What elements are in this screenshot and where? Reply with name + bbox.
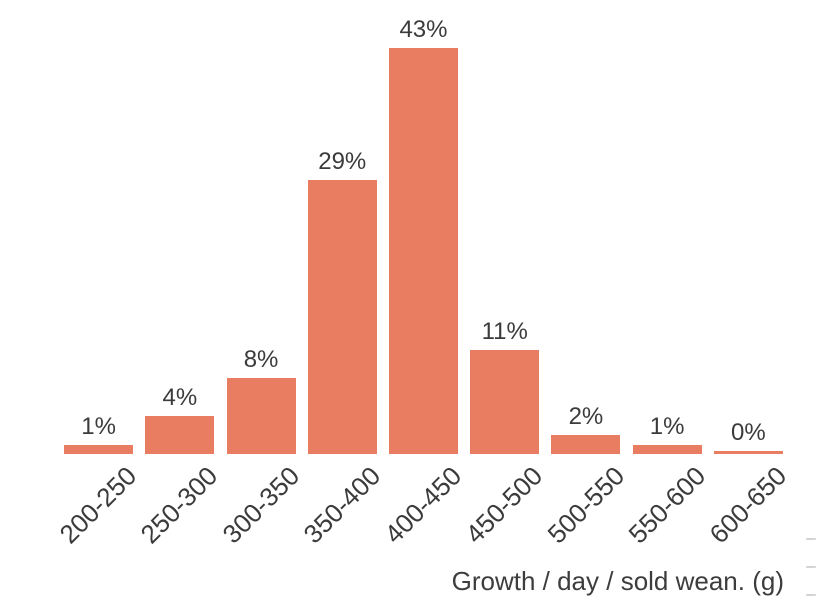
x-tick: 250-300 [134,454,224,562]
bar-slot: 29% [302,0,383,454]
x-tick: 300-350 [216,454,305,562]
plot-area: 1% 4% 8% 29% 43% 11% 2% 1% 0% [58,0,789,454]
x-axis-title: Growth / day / sold wean. (g) [451,566,784,596]
x-tick: 600-650 [703,454,793,562]
bar [713,451,783,454]
bar-value-label: 2% [568,403,604,431]
x-tick-label: 300-350 [216,460,305,550]
bar-slot: 11% [464,0,545,454]
x-tick-label: 600-650 [703,460,793,550]
x-tick: 350-400 [297,454,387,562]
bar [632,444,702,454]
bar [64,444,134,454]
bar-value-label: 11% [481,318,528,346]
bar-value-label: 4% [162,384,198,412]
x-tick-label: 200-250 [53,460,143,550]
bar-slot: 1% [627,0,708,454]
bar [470,350,540,454]
bar-value-label: 1% [81,412,116,440]
bar-slot: 4% [139,0,220,454]
x-tick-label: 400-450 [378,460,468,550]
bar-value-label: 1% [649,412,685,440]
bar-slot: 43% [383,0,464,454]
bar-slot: 0% [708,0,789,454]
bar-value-label: 29% [318,147,367,175]
bar [551,435,621,454]
bar [388,47,458,454]
bar-slot: 1% [58,0,139,454]
x-tick: 400-450 [378,454,468,562]
x-tick-label: 450-500 [459,460,549,550]
x-tick: 550-600 [622,454,711,562]
x-tick-label: 500-550 [541,460,630,550]
bar-value-label: 43% [399,15,448,43]
bar [226,378,296,454]
bar [307,179,377,454]
x-tick: 450-500 [459,454,549,562]
x-axis-ticks: 200-250 250-300 300-350 350-400 400-450 450-5… [53,454,793,562]
bar [145,416,215,454]
x-tick-label: 550-600 [622,460,711,550]
x-tick-label: 250-300 [134,460,224,550]
resize-handle-icon[interactable] [806,538,818,600]
bar-slot: 8% [220,0,301,454]
bar-value-label: 0% [731,419,766,446]
bar-slot: 2% [545,0,626,454]
bar-value-label: 8% [243,346,279,374]
x-tick: 500-550 [541,454,630,562]
x-tick-label: 350-400 [297,460,387,550]
x-tick: 200-250 [53,454,143,562]
